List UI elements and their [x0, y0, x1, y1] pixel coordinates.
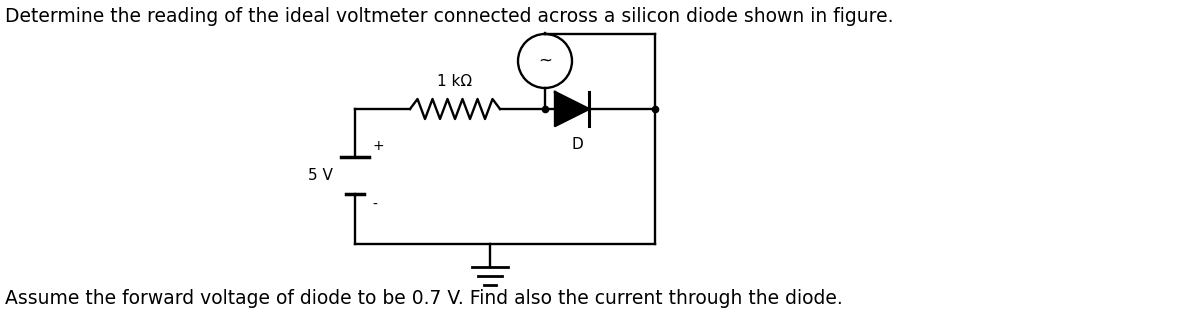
Text: 5 V: 5 V	[308, 168, 332, 183]
Text: Determine the reading of the ideal voltmeter connected across a silicon diode sh: Determine the reading of the ideal voltm…	[5, 7, 894, 26]
Polygon shape	[554, 92, 589, 126]
Text: +: +	[372, 139, 384, 153]
Text: D: D	[571, 137, 583, 152]
Text: ~: ~	[538, 52, 552, 70]
Text: Assume the forward voltage of diode to be 0.7 V. Find also the current through t: Assume the forward voltage of diode to b…	[5, 289, 842, 308]
Text: 1 kΩ: 1 kΩ	[438, 74, 473, 89]
Text: -: -	[372, 198, 377, 212]
